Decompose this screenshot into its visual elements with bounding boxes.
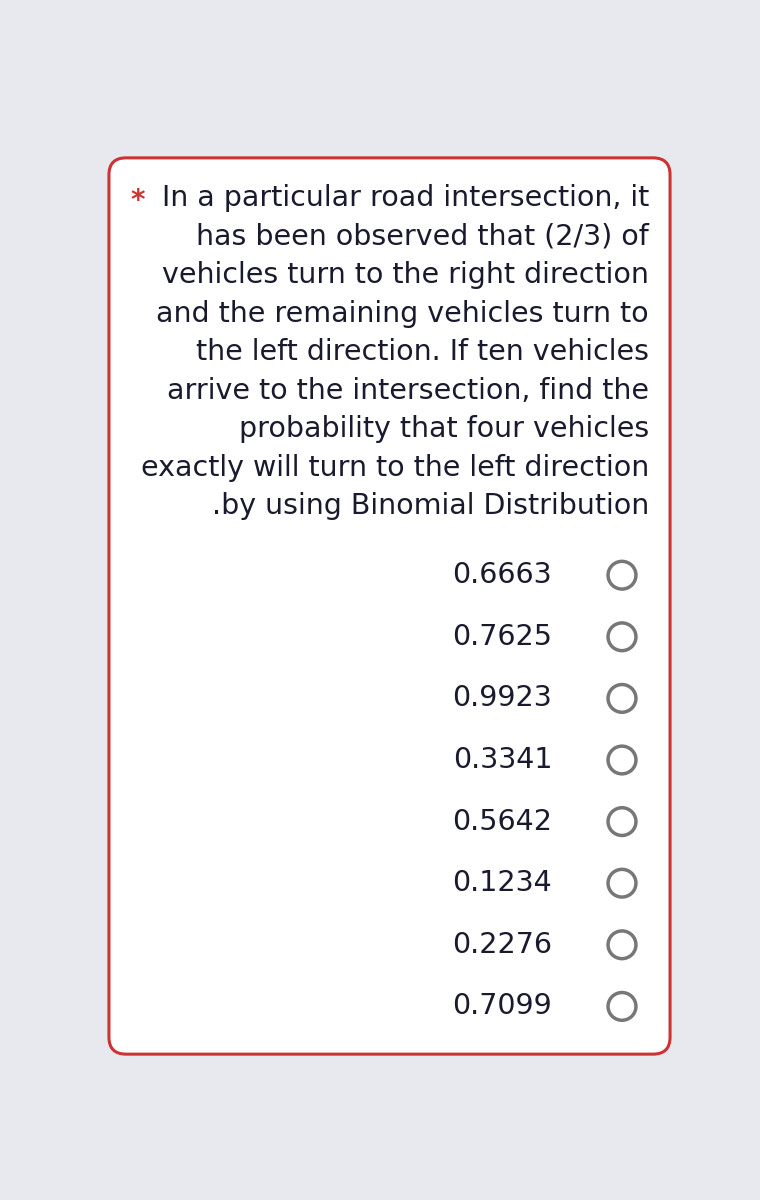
Text: 0.3341: 0.3341 xyxy=(453,746,553,774)
Text: *: * xyxy=(131,187,145,215)
FancyBboxPatch shape xyxy=(109,158,670,1054)
Text: has been observed that (2/3) of: has been observed that (2/3) of xyxy=(196,222,649,251)
Text: exactly will turn to the left direction: exactly will turn to the left direction xyxy=(141,454,649,481)
Text: 0.9923: 0.9923 xyxy=(452,684,553,713)
Text: .by using Binomial Distribution: .by using Binomial Distribution xyxy=(212,492,649,520)
Text: the left direction. If ten vehicles: the left direction. If ten vehicles xyxy=(196,338,649,366)
Text: 0.5642: 0.5642 xyxy=(452,808,553,835)
Text: 0.7625: 0.7625 xyxy=(452,623,553,650)
Text: vehicles turn to the right direction: vehicles turn to the right direction xyxy=(162,262,649,289)
Text: arrive to the intersection, find the: arrive to the intersection, find the xyxy=(167,377,649,404)
Text: 0.6663: 0.6663 xyxy=(453,562,553,589)
Text: probability that four vehicles: probability that four vehicles xyxy=(239,415,649,443)
Text: 0.7099: 0.7099 xyxy=(452,992,553,1020)
Text: 0.1234: 0.1234 xyxy=(452,869,553,898)
Text: and the remaining vehicles turn to: and the remaining vehicles turn to xyxy=(157,300,649,328)
Text: 0.2276: 0.2276 xyxy=(452,931,553,959)
Text: In a particular road intersection, it: In a particular road intersection, it xyxy=(162,184,649,212)
